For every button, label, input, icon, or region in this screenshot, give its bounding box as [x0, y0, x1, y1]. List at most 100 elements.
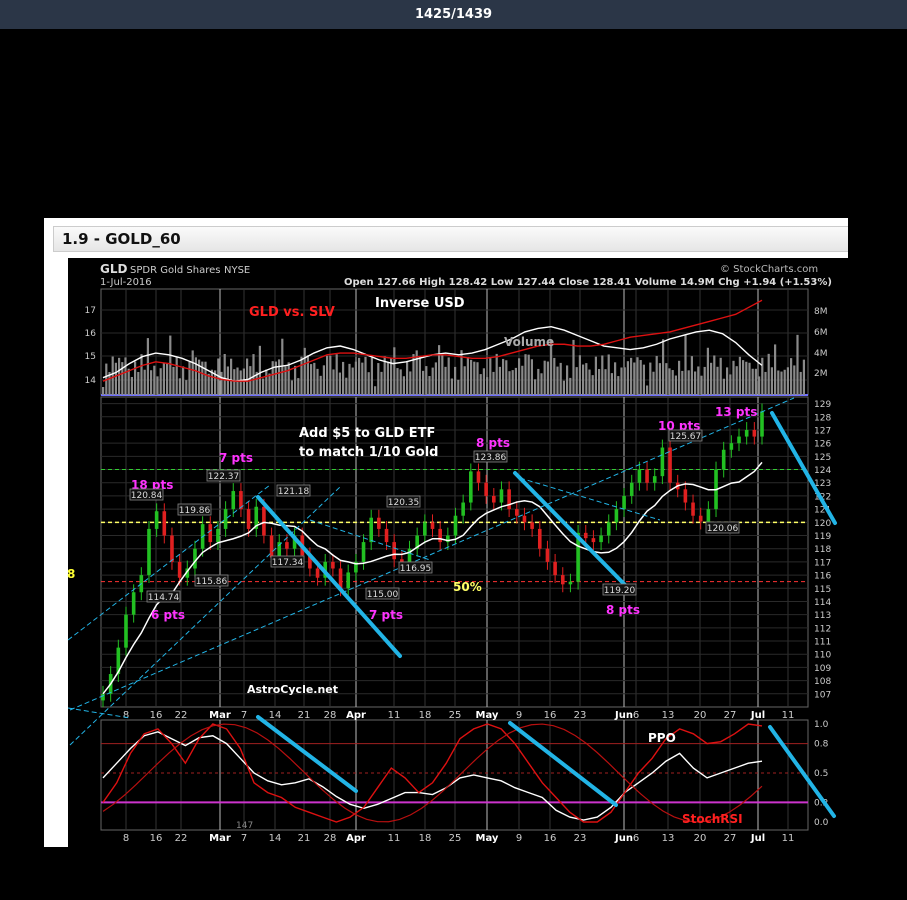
top-left-tick: 14 — [85, 376, 97, 386]
price-tag-box — [365, 587, 400, 600]
volume-bar — [598, 369, 601, 395]
pts-label: 7 pts — [219, 451, 253, 465]
volume-bar — [108, 372, 111, 395]
volume-bar — [537, 368, 540, 395]
price-tag-label: 123.86 — [475, 453, 507, 463]
volume-bar — [220, 371, 223, 395]
candle-body — [116, 647, 121, 675]
volume-bar — [274, 361, 277, 395]
volume-bar — [386, 362, 389, 395]
x-tick-label: May — [476, 833, 499, 844]
candle-body — [522, 515, 527, 523]
candle-body — [499, 489, 504, 503]
channel-line — [309, 519, 431, 561]
price-tag-box — [398, 561, 433, 574]
volume-bar — [646, 385, 649, 395]
volume-bar — [668, 368, 671, 395]
volume-bar — [246, 358, 249, 395]
candle-body — [285, 542, 289, 549]
candle-body — [583, 532, 588, 539]
x-tick-label: 11 — [782, 710, 795, 721]
volume-bar — [380, 371, 383, 395]
volume-bar — [703, 366, 706, 395]
volume-bar — [578, 355, 581, 395]
volume-bar — [268, 373, 271, 395]
price-tag-label: 120.35 — [388, 498, 420, 508]
volume-bar — [297, 378, 300, 395]
volume-bar — [450, 378, 453, 395]
trend-lines — [67, 397, 837, 818]
volume-bar — [489, 358, 492, 395]
volume-bar — [178, 378, 181, 395]
candle-body — [269, 535, 274, 558]
x-tick-label: Jul — [750, 833, 765, 844]
volume-bar — [137, 371, 140, 395]
y-tick-label: 120 — [814, 519, 831, 529]
x-tick-label: 28 — [324, 710, 337, 721]
volume-bar — [710, 362, 713, 395]
candle-body — [537, 528, 542, 549]
volume-bar — [431, 367, 434, 395]
volume-bar — [415, 350, 418, 395]
volume-bar — [169, 335, 172, 395]
volume-bar — [569, 377, 572, 395]
channel-line — [69, 486, 341, 746]
volume-bar — [671, 370, 674, 395]
volume-bar — [454, 366, 457, 395]
top-indicator-line — [102, 299, 763, 382]
oscillator-line — [102, 723, 763, 823]
volume-bar — [473, 361, 476, 395]
trend-line — [770, 411, 837, 525]
volume-bar — [630, 357, 633, 395]
candle-body — [606, 522, 611, 536]
candle-body — [208, 524, 213, 543]
volume-bar — [594, 356, 597, 395]
quote-line: Open 127.66 High 128.42 Low 127.44 Close… — [344, 277, 832, 288]
volume-bar — [633, 362, 636, 395]
volume-bar — [678, 360, 681, 395]
price-tag-box — [705, 521, 740, 534]
signal-line — [102, 723, 763, 823]
candle-body — [400, 559, 404, 563]
volume-bar — [102, 387, 105, 395]
y-tick-label: 121 — [814, 506, 831, 516]
price-tags: 120.84 114.74 119.86 115.86 122.37 121.18 117.… — [129, 429, 740, 603]
volume-bar — [313, 362, 316, 395]
pts-label: 6 pts — [151, 608, 185, 622]
volume-bar — [233, 369, 236, 395]
y-tick-label: 118 — [814, 545, 831, 555]
candle-body — [484, 482, 488, 496]
x-tick-label: Apr — [346, 710, 366, 721]
volume-bar — [754, 368, 757, 395]
candle-body — [461, 502, 465, 516]
volume-bar — [601, 355, 604, 395]
candle-body — [246, 509, 251, 529]
volume-bar — [156, 376, 159, 395]
top-right-tick: 2M — [814, 369, 828, 379]
x-tick-label: 9 — [516, 833, 522, 844]
volume-bar — [124, 357, 127, 395]
volume-bar — [172, 366, 175, 395]
candle-body — [384, 528, 389, 543]
price-tag-box — [194, 574, 229, 587]
x-tick-label: May — [476, 710, 499, 721]
volume-bar — [374, 386, 377, 395]
pts-label: 10 pts — [658, 419, 700, 433]
volume-bar — [697, 366, 700, 395]
add-note-line1: Add $5 to GLD ETF — [299, 426, 435, 441]
x-tick-label: 16 — [150, 710, 163, 721]
x-tick-label: Jun — [614, 710, 633, 721]
volume-bar — [802, 359, 805, 395]
volume-bar — [377, 363, 380, 395]
candle-body — [507, 489, 511, 510]
top-right-tick: 8M — [814, 307, 828, 317]
volume-bar — [361, 362, 364, 395]
volume-bar — [530, 359, 533, 395]
volume-bar — [585, 363, 588, 395]
x-tick-label: 6 — [633, 833, 639, 844]
candle-body — [415, 535, 419, 549]
candle-body — [430, 522, 435, 529]
volume-bar — [198, 359, 201, 395]
x-tick-label: 16 — [544, 833, 557, 844]
candle-body — [438, 528, 442, 543]
